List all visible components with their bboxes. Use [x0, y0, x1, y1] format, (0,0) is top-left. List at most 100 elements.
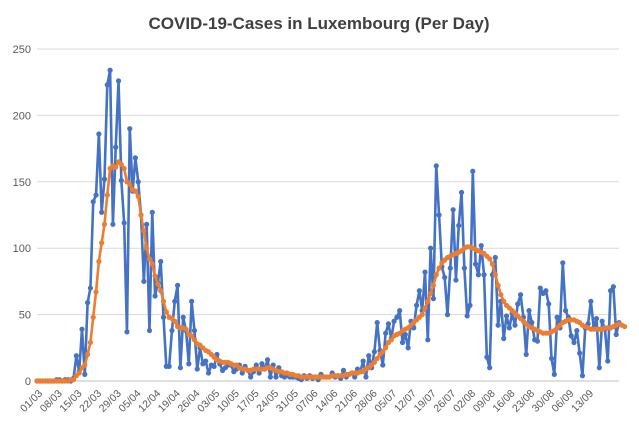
data-point — [352, 374, 358, 380]
data-point — [191, 337, 198, 343]
data-point — [503, 313, 510, 319]
data-point — [548, 355, 555, 362]
data-point — [473, 261, 479, 267]
data-point — [470, 168, 476, 174]
data-point — [433, 272, 439, 278]
data-point — [186, 361, 192, 367]
data-point — [273, 374, 279, 380]
chart-title: COVID-19-Cases in Luxembourg (Per Day) — [148, 14, 489, 33]
data-point — [101, 221, 108, 227]
data-point — [174, 282, 181, 288]
data-point — [571, 339, 577, 346]
data-point — [248, 374, 254, 380]
data-point — [481, 272, 487, 278]
data-point — [577, 350, 583, 356]
data-point — [568, 333, 574, 339]
data-point — [121, 220, 127, 226]
data-point — [79, 326, 85, 332]
data-point — [82, 371, 88, 377]
data-point — [189, 333, 195, 339]
data-point — [380, 362, 386, 368]
data-point — [135, 193, 141, 200]
y-tick-label: 100 — [13, 243, 31, 255]
data-point — [152, 293, 158, 299]
data-point — [360, 358, 366, 364]
data-point — [554, 314, 560, 320]
data-point — [501, 335, 507, 342]
data-point — [158, 258, 164, 265]
data-point — [135, 179, 141, 185]
data-point — [93, 289, 99, 295]
data-point — [456, 223, 462, 229]
data-point — [183, 326, 189, 332]
data-point — [152, 273, 158, 279]
data-point — [428, 245, 434, 251]
data-point — [158, 288, 164, 294]
data-point — [413, 302, 420, 308]
data-point — [149, 261, 155, 267]
data-point — [104, 82, 110, 88]
data-point — [399, 339, 406, 346]
data-point — [96, 131, 102, 137]
data-point — [489, 261, 496, 267]
data-point — [124, 329, 130, 335]
data-point — [90, 314, 96, 320]
data-point — [121, 165, 127, 172]
data-point — [543, 288, 549, 294]
data-point — [605, 358, 611, 364]
data-point — [259, 361, 265, 367]
data-point — [191, 327, 198, 334]
data-point — [436, 265, 442, 271]
data-point — [422, 269, 428, 275]
data-point — [205, 370, 212, 376]
data-point — [172, 318, 178, 324]
data-point — [453, 277, 459, 283]
data-point — [526, 308, 532, 314]
data-point — [383, 330, 389, 336]
data-point — [461, 265, 467, 271]
data-point — [160, 298, 167, 304]
data-point — [166, 363, 172, 369]
data-point — [546, 301, 552, 307]
data-point — [99, 240, 105, 246]
data-point — [264, 357, 271, 363]
data-point — [99, 209, 105, 215]
data-point — [380, 349, 386, 355]
data-point — [383, 345, 389, 351]
data-point — [475, 272, 482, 278]
data-point — [211, 363, 217, 369]
data-point — [419, 312, 425, 318]
data-point — [385, 321, 392, 327]
data-point — [534, 338, 541, 344]
data-point — [141, 278, 147, 284]
data-point — [138, 212, 144, 218]
data-point — [118, 161, 124, 168]
y-axis-ticks: 0 50 100 150 200 250 — [13, 44, 31, 388]
data-point — [405, 345, 411, 351]
data-point — [515, 301, 521, 307]
data-point — [464, 313, 470, 319]
data-point — [180, 314, 186, 320]
data-point — [132, 188, 139, 194]
data-point — [447, 265, 453, 271]
data-point — [425, 298, 431, 304]
data-point — [127, 181, 133, 188]
data-point — [256, 370, 262, 376]
data-point — [562, 308, 569, 314]
data-point — [394, 314, 400, 320]
data-point — [132, 155, 139, 161]
data-point — [96, 258, 102, 265]
data-point — [93, 192, 99, 198]
data-point — [501, 298, 507, 304]
data-point — [363, 374, 369, 380]
data-point — [402, 331, 408, 338]
data-point — [144, 221, 150, 227]
y-tick-label: 150 — [13, 177, 31, 189]
data-point — [101, 176, 108, 182]
data-point — [239, 370, 245, 376]
data-point — [613, 331, 619, 338]
data-point — [374, 319, 380, 326]
data-point — [430, 282, 437, 288]
data-point — [146, 327, 153, 334]
data-point — [366, 353, 372, 359]
